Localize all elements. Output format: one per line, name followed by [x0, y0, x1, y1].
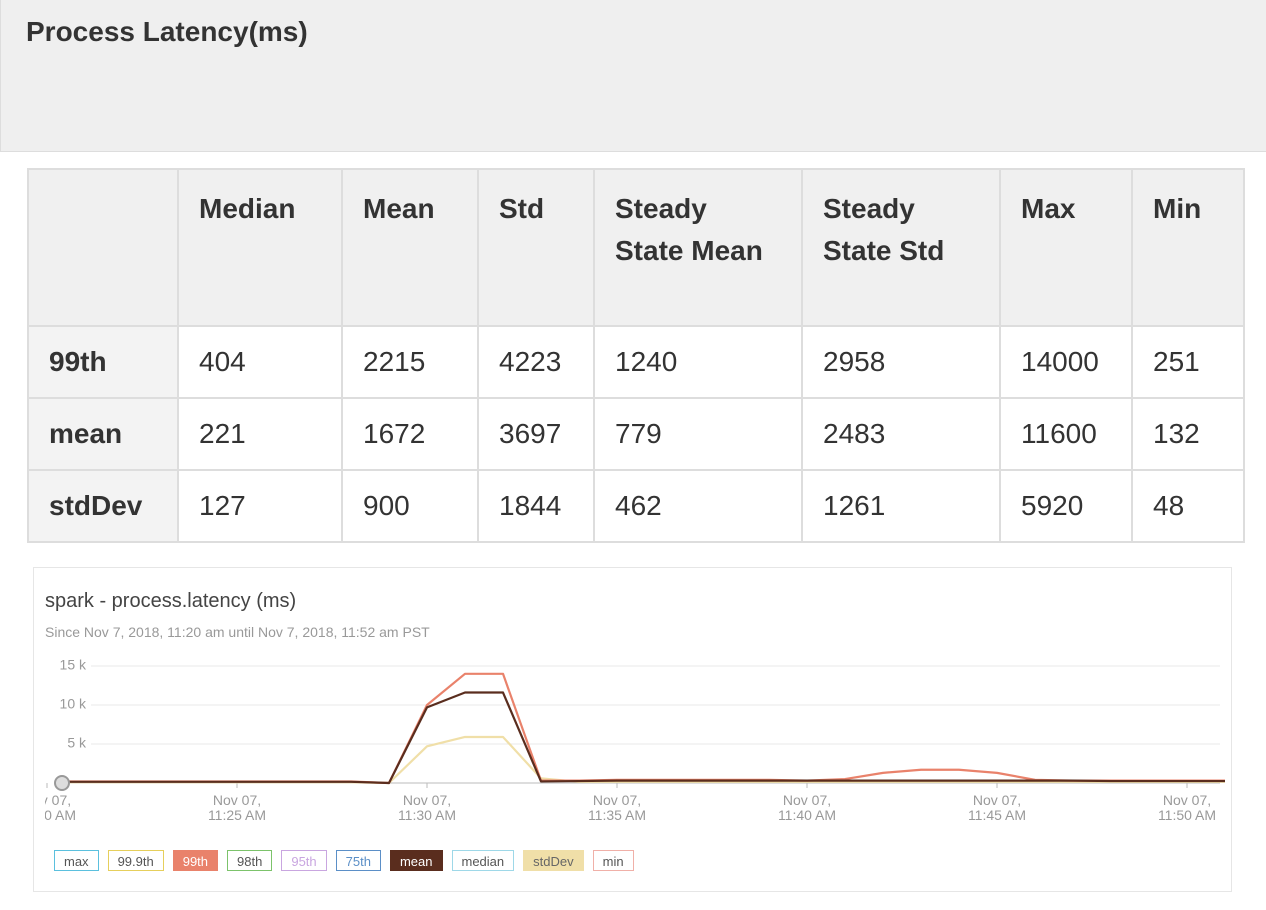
cell: 404: [177, 325, 343, 399]
cell: 5920: [999, 469, 1133, 543]
cell: 48: [1131, 469, 1245, 543]
header-title: Process Latency(ms): [26, 16, 308, 47]
series-line: [55, 672, 1225, 785]
column-header: Median: [177, 168, 343, 327]
legend-item[interactable]: 99th: [172, 850, 219, 871]
x-tick-label: Nov 07, 11:40 AM: [777, 792, 837, 823]
table-row: mean 221 1672 3697 779 2483 11600 132: [27, 397, 1245, 471]
table-row: stdDev 127 900 1844 462 1261 5920 48: [27, 469, 1245, 543]
legend-item[interactable]: max: [54, 850, 99, 871]
table-body: 99th 404 2215 4223 1240 2958 14000 251 mean 221 16…: [27, 325, 1245, 543]
x-tick-label: Nov 07, 11:30 AM: [397, 792, 457, 823]
column-header: Mean: [341, 168, 479, 327]
header: Process Latency(ms): [0, 0, 1266, 152]
x-tick-label: Nov 07, 11:20 AM: [45, 792, 77, 823]
cell: 1240: [593, 325, 803, 399]
cell: 462: [593, 469, 803, 543]
stats-table: Median Mean Std Steady State Mean Steady Sta…: [27, 168, 1245, 543]
legend-item[interactable]: min: [592, 850, 634, 871]
x-tick-label: Nov 07, 11:45 AM: [967, 792, 1027, 823]
cell: 1672: [341, 397, 479, 471]
column-header: Max: [999, 168, 1133, 327]
cell: 11600: [999, 397, 1133, 471]
cell: 2483: [801, 397, 1001, 471]
x-axis-labels: Nov 07, 11:20 AM Nov 07, 11:25 AM Nov 07, …: [45, 780, 1235, 830]
cell: 132: [1131, 397, 1245, 471]
range-handle[interactable]: [54, 775, 70, 791]
cell: 779: [593, 397, 803, 471]
chart-card: [33, 567, 1232, 892]
y-tick-label: 5 k: [67, 735, 87, 751]
cell: 251: [1131, 325, 1245, 399]
row-header: mean: [27, 397, 179, 471]
column-header: Std: [477, 168, 595, 327]
cell: 221: [177, 397, 343, 471]
cell: 900: [341, 469, 479, 543]
legend-item[interactable]: stdDev: [523, 850, 584, 871]
legend-item[interactable]: mean: [389, 850, 443, 871]
legend-item[interactable]: 98th: [227, 850, 273, 871]
corner-cell: [27, 168, 179, 327]
legend-item[interactable]: median: [451, 850, 515, 871]
legend-item[interactable]: 99.9th: [107, 850, 164, 871]
cell: 1844: [477, 469, 595, 543]
x-tick-label: Nov 07, 11:35 AM: [587, 792, 647, 823]
x-tick-label: Nov 07, 11:25 AM: [207, 792, 267, 823]
legend-item[interactable]: 75th: [335, 850, 381, 871]
legend-item[interactable]: 95th: [281, 850, 327, 871]
cell: 2958: [801, 325, 1001, 399]
y-tick-label: 15 k: [60, 657, 87, 673]
series-line: [55, 691, 1225, 785]
cell: 3697: [477, 397, 595, 471]
cell: 127: [177, 469, 343, 543]
column-header: Min: [1131, 168, 1245, 327]
chart-title: spark - process.latency (ms): [45, 590, 297, 612]
column-header: Steady State Std: [801, 168, 1001, 327]
cell: 2215: [341, 325, 479, 399]
table-row: 99th 404 2215 4223 1240 2958 14000 251: [27, 325, 1245, 399]
x-tick-label: Nov 07, 11:50 AM: [1157, 792, 1217, 823]
column-header: Steady State Mean: [593, 168, 803, 327]
row-header: 99th: [27, 325, 179, 399]
y-tick-label: 10 k: [60, 696, 87, 712]
header-row: Median Mean Std Steady State Mean Steady Sta…: [27, 168, 1245, 327]
chart-subtitle: Since Nov 7, 2018, 11:20 am until Nov 7,…: [45, 624, 430, 640]
cell: 14000: [999, 325, 1133, 399]
cell: 1261: [801, 469, 1001, 543]
row-header: stdDev: [27, 469, 179, 543]
legend: max 99.9th 99th 98th 95th 75th mean median stdDe…: [54, 850, 634, 871]
cell: 4223: [477, 325, 595, 399]
